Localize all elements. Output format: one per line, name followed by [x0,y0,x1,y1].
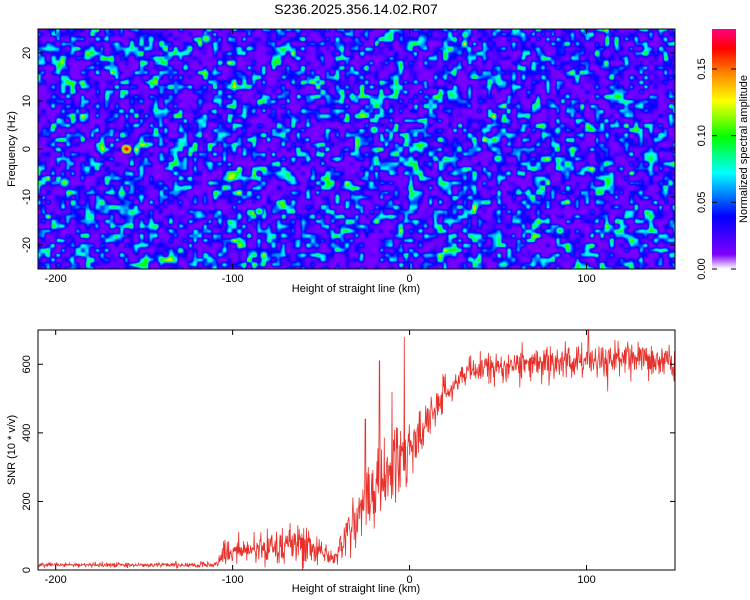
snr-x-axis: -200 -100 0 100 [45,330,596,586]
heatmap-ytick-label: -10 [21,189,33,205]
snr-xtick-label: 0 [407,574,413,586]
heatmap-ytick-label: 10 [21,95,33,107]
heatmap-image [38,29,675,269]
snr-xlabel: Height of straight line (km) [292,583,420,595]
heatmap-xtick-label: -200 [45,273,67,285]
figure-title: S236.2025.356.14.02.R07 [274,1,438,17]
colorbar-tick-label: 0.00 [696,258,708,279]
snr-series-line [38,330,675,570]
heatmap-xtick-label: 100 [577,273,595,285]
snr-y-axis: 0 200 400 600 [21,355,675,573]
snr-ytick-label: 600 [21,355,33,373]
heatmap-xlabel: Height of straight line (km) [292,283,420,295]
snr-frame [37,329,676,571]
heatmap-ylabel: Frequency (Hz) [6,111,18,187]
snr-xtick-label: -100 [222,574,244,586]
colorbar-tick-label: 0.05 [696,192,708,213]
heatmap-ytick-label: 0 [21,146,33,152]
snr-plot-background [38,330,675,570]
heatmap-xtick-label: 0 [407,273,413,285]
heatmap-ytick-label: 20 [21,47,33,59]
colorbar: 0.00 0.05 0.10 0.15 Normalized spectral amp… [696,29,750,280]
colorbar-ticks: 0.00 0.05 0.10 0.15 [696,58,736,280]
snr-ytick-label: 400 [21,424,33,442]
snr-panel: -200 -100 0 100 0 200 400 600 Height of straig… [6,329,676,595]
snr-ytick-label: 0 [21,567,33,573]
snr-xtick-label: 100 [577,574,595,586]
snr-ylabel: SNR (10 * v/v) [6,415,18,485]
heatmap-y-axis: -20 -10 0 10 20 [21,47,675,253]
heatmap-x-axis: -200 -100 0 100 [45,29,596,285]
snr-xtick-label: -200 [45,574,67,586]
heatmap-xtick-label: -100 [222,273,244,285]
colorbar-gradient [712,29,736,269]
snr-ytick-label: 200 [21,492,33,510]
colorbar-tick-label: 0.10 [696,125,708,146]
colorbar-label: Normalized spectral amplitude [738,75,750,223]
heatmap-ytick-label: -20 [21,237,33,253]
colorbar-tick-label: 0.15 [696,58,708,79]
